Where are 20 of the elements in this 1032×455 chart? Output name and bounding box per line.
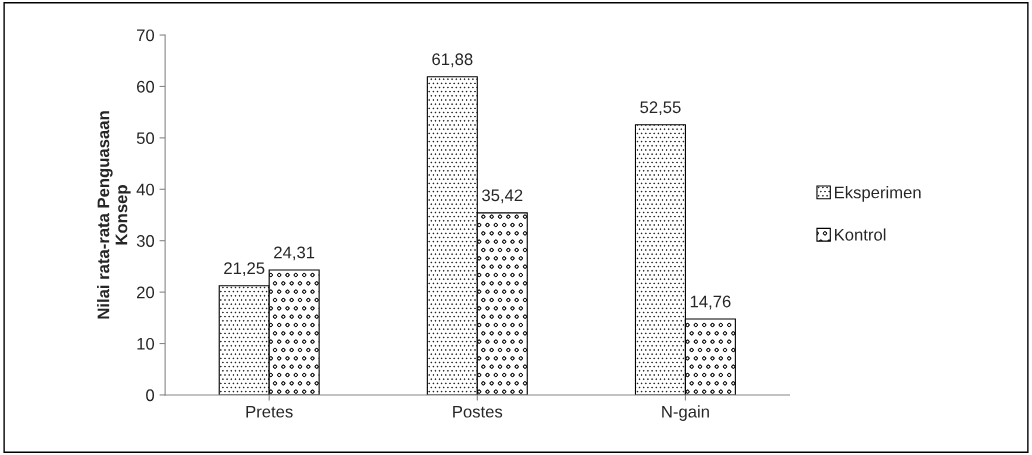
y-tick-label: 10 [137,337,155,350]
data-label: 24,31 [274,246,315,261]
y-tick-label: 60 [137,80,155,93]
x-tick-label: Pretes [246,405,293,418]
y-tick-label: 40 [136,183,155,196]
y-tick-label: 70 [137,29,155,42]
y-tick-label: 0 [146,389,155,402]
data-label: 35,42 [482,189,523,204]
data-label: 52,55 [640,101,681,116]
x-tick-label: N-gain [662,405,709,421]
data-label: 61,88 [432,53,473,68]
y-axis-title: Nilai rata-rata Penguasaan Konsep [97,111,131,319]
y-tick-label: 50 [136,132,155,145]
legend-label: Eksperimen [835,186,921,202]
data-label: 21,25 [224,262,265,277]
y-tick-label: 30 [136,235,155,247]
legend-label: Kontrol [835,228,886,241]
y-tick-label: 20 [137,286,155,299]
data-label: 14,76 [690,295,731,310]
x-tick-label: Postes [453,405,503,418]
